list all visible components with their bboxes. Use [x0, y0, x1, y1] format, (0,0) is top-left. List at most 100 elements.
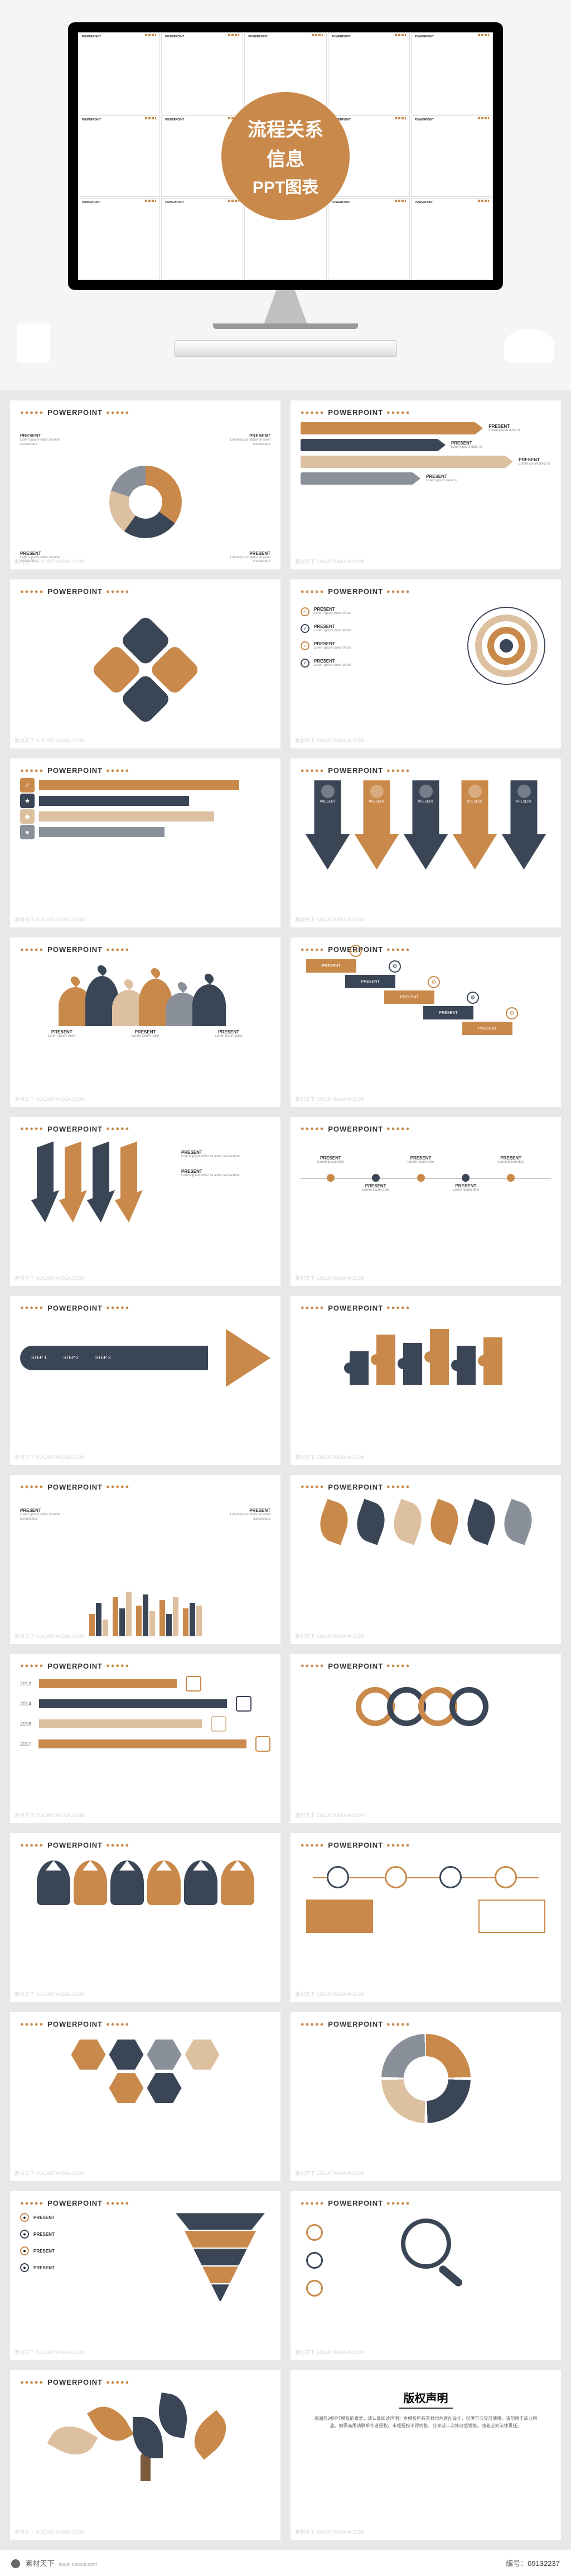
slide-hexagons: ●●●●●POWERPOINT●●●●● 素材天下 SUCAITIANXIA.C… [10, 2012, 280, 2181]
flow-circle-icon [327, 1866, 349, 1888]
magnifier [301, 2213, 551, 2291]
cone-layer [176, 2284, 265, 2301]
segmented-donut [381, 2034, 471, 2123]
hexagon-shape [109, 2039, 144, 2070]
monitor-frame: 流程关系 信息 PPT图表 [68, 22, 503, 290]
arrow-icon [370, 785, 384, 798]
pin-icon [176, 980, 188, 993]
pin-icon [202, 972, 215, 985]
slide-segment-donut: ●●●●●POWERPOINT●●●●● 素材天下 SUCAITIANXIA.C… [291, 2012, 561, 2181]
list-item: ●PRESENT [20, 2263, 55, 2272]
slide-rings: ●●●●●POWERPOINT●●●●● 素材天下 SUCAITIANXIA.C… [291, 1654, 561, 1823]
arrow-segment-label: STEP 3 [95, 1355, 110, 1360]
hbar-row: ★ [20, 796, 270, 806]
slide-cone: ●●●●●POWERPOINT●●●●● ●PRESENT●PRESENT●PR… [10, 2191, 280, 2360]
slide-columns: ●●●●●POWERPOINT●●●●● PRESENTLorem ipsum … [10, 1475, 280, 1644]
year-row: 2014 [20, 1696, 270, 1712]
list-item: ✓PRESENTLorem ipsum dolor sit am [301, 641, 351, 651]
iso-arrows: PRESENTLorem ipsum dolor sit amet consec… [20, 1139, 270, 1228]
hbar [39, 827, 164, 837]
tulip-shape [37, 1860, 70, 1905]
tulip-row [20, 1860, 270, 1905]
year-bar [39, 1679, 177, 1688]
corner-label: PRESENT [20, 551, 65, 556]
tree-leaf [47, 2417, 98, 2464]
list-item: ✓PRESENTLorem ipsum dolor sit am [301, 659, 351, 668]
stair-step: PRESENT [423, 1006, 473, 1019]
column-group [136, 1594, 155, 1636]
bar-dot-icon [371, 1354, 382, 1365]
step-icon: ⚙ [428, 976, 440, 988]
hexagon-shape [185, 2039, 220, 2070]
hbar [301, 472, 413, 485]
mini-bar [403, 1343, 422, 1385]
arrow-tip-icon [413, 472, 420, 485]
bullet-icon: ● [20, 2263, 29, 2272]
copyright-title: 版权声明 [399, 2389, 453, 2409]
column-bar [103, 1620, 108, 1636]
year-icon [255, 1736, 270, 1752]
pin-icon [69, 975, 81, 988]
timeline: PRESENTLorem ipsum doloPRESENTLorem ipsu… [301, 1150, 551, 1206]
arrow-segment-label: STEP 2 [63, 1355, 78, 1360]
year-icon [186, 1676, 201, 1691]
footer-id: 编号：09132237 [506, 2558, 560, 2568]
slide-tulips: ●●●●●POWERPOINT●●●●● 素材天下 SUCAITIANXIA.C… [10, 1833, 280, 2002]
slide-year-bars: ●●●●●POWERPOINT●●●●● 2012201420162017 素材… [10, 1654, 280, 1823]
flow-arrow: PRESENT [502, 780, 546, 869]
column-bar [113, 1597, 118, 1636]
hexagon-shape [147, 2073, 182, 2103]
magnifier-lens-icon [401, 2219, 451, 2269]
flow-circle-icon [495, 1866, 517, 1888]
hbar-row: ● [20, 827, 270, 837]
hbar [301, 456, 506, 468]
bar-dot-icon [424, 1351, 435, 1362]
pin-icon [95, 964, 108, 977]
donut-hole [404, 2056, 448, 2101]
column-chart [20, 1564, 270, 1636]
slide-grid: ●●●●●POWERPOINT●●●●● PRESENTLorem ipsum … [0, 390, 571, 2550]
tulip-shape [74, 1860, 107, 1905]
slide-tree: ●●●●●POWERPOINT●●●●● 素材天下 SUCAITIANXIA.C… [10, 2370, 280, 2539]
iso-arrow [115, 1139, 143, 1227]
magnifier-handle-icon [437, 2264, 463, 2288]
list-item: ✓PRESENTLorem ipsum dolor sit am [301, 607, 351, 616]
slide-arrow-flow: ●●●●●POWERPOINT●●●●● PRESENTPRESENTPRESE… [291, 758, 561, 927]
hbar-row: PRESENTLorem ipsum dolor si [301, 439, 551, 451]
mountain-chart [20, 959, 270, 1026]
cone-layer [176, 2266, 265, 2283]
year-row: 2017 [20, 1736, 270, 1752]
stair-step: PRESENT [306, 959, 356, 973]
mini-bar [457, 1346, 476, 1385]
mini-bar [350, 1351, 369, 1385]
hexagon-shape [109, 2073, 144, 2103]
hbar-row: PRESENTLorem ipsum dolor si [301, 472, 551, 485]
column-group [89, 1603, 108, 1636]
arrow-icon [468, 785, 482, 798]
cone-layer [176, 2249, 265, 2265]
stair-step: PRESENT [384, 990, 434, 1004]
bar-icon: ● [20, 825, 35, 839]
leaf-shape [314, 1499, 354, 1545]
site-icon [11, 2559, 20, 2568]
hbar-row: ◆ [20, 811, 270, 821]
check-icon: ✓ [301, 659, 309, 668]
bar-icon: ◆ [20, 809, 35, 824]
arrow-tip-icon [505, 456, 513, 468]
tulip-shape [147, 1860, 181, 1905]
column-bar [149, 1611, 155, 1636]
checklist: ✓PRESENTLorem ipsum dolor sit am ✓PRESENT… [301, 607, 351, 675]
stair-step: PRESENT [462, 1022, 512, 1035]
hbar-row: PRESENTLorem ipsum dolor si [301, 422, 551, 434]
tree-leaf [133, 2417, 163, 2458]
flow-box [306, 1900, 373, 1933]
small-circle-icon [306, 2252, 323, 2269]
leaf-shape [424, 1499, 464, 1545]
hbar [301, 422, 476, 434]
slide-hbar-arrow: ●●●●●POWERPOINT●●●●● PRESENTLorem ipsum … [291, 400, 561, 569]
slide-donut: ●●●●●POWERPOINT●●●●● PRESENTLorem ipsum … [10, 400, 280, 569]
slide-leaves: ●●●●●POWERPOINT●●●●● 素材天下 SUCAITIANXIA.C… [291, 1475, 561, 1644]
hexagon-shape [71, 2039, 106, 2070]
slide-target: ●●●●●POWERPOINT●●●●● ✓PRESENTLorem ipsum… [291, 579, 561, 748]
corner-sub: Lorem ipsum dolor sit amet consectetur [20, 438, 65, 447]
